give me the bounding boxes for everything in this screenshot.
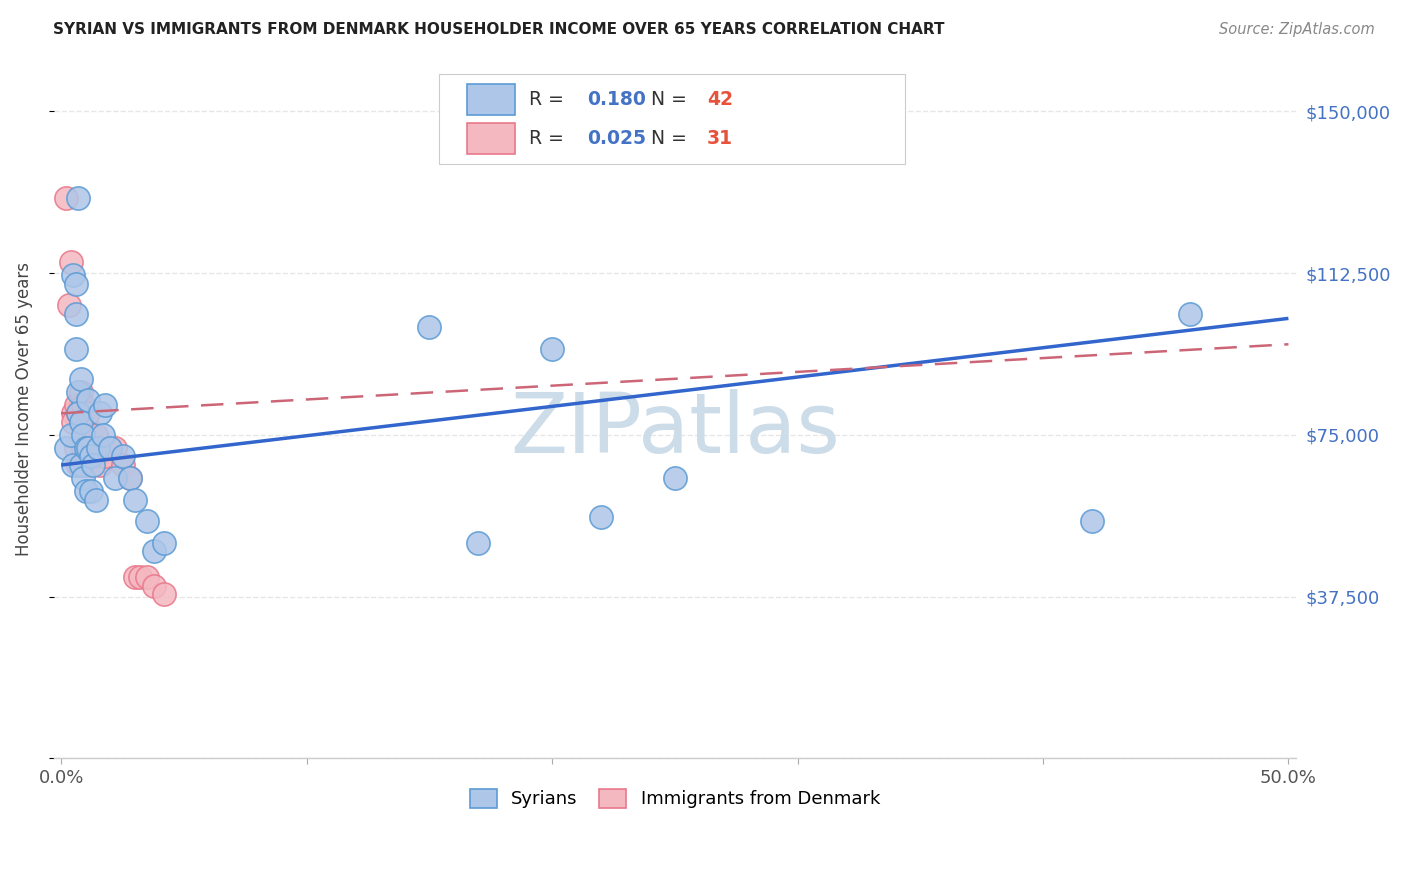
Point <box>62 415 84 429</box>
Point <box>65 277 87 291</box>
Text: R =: R = <box>530 128 564 148</box>
Point <box>69 415 91 429</box>
Point <box>75 415 97 429</box>
Point <box>69 384 91 399</box>
Point <box>153 535 176 549</box>
Point <box>84 427 107 442</box>
Point <box>1180 307 1202 321</box>
Point <box>79 450 101 464</box>
Point <box>98 441 121 455</box>
Text: 0.180: 0.180 <box>586 90 645 109</box>
Point <box>1081 514 1104 528</box>
Point <box>94 398 117 412</box>
Point <box>91 427 114 442</box>
Point <box>55 191 77 205</box>
Point <box>111 458 134 472</box>
Point <box>65 307 87 321</box>
Point <box>55 441 77 455</box>
Point <box>69 415 91 429</box>
Point <box>143 579 166 593</box>
Point <box>62 406 84 420</box>
Text: R =: R = <box>530 90 564 109</box>
Point <box>77 441 100 455</box>
Point <box>82 458 104 472</box>
Point <box>82 441 104 455</box>
Point <box>75 458 97 472</box>
Point <box>94 450 117 464</box>
FancyBboxPatch shape <box>439 73 904 164</box>
Point <box>67 384 90 399</box>
Text: ZIPatlas: ZIPatlas <box>510 390 839 470</box>
FancyBboxPatch shape <box>467 85 515 115</box>
Point <box>118 471 141 485</box>
Text: 31: 31 <box>707 128 733 148</box>
Point <box>124 492 146 507</box>
Point <box>104 441 127 455</box>
Point <box>467 535 489 549</box>
Point <box>136 514 159 528</box>
Point <box>72 471 94 485</box>
Point <box>111 450 134 464</box>
Point <box>75 441 97 455</box>
Point <box>62 458 84 472</box>
Point <box>69 372 91 386</box>
Text: N =: N = <box>651 90 688 109</box>
Point <box>62 268 84 283</box>
Point <box>65 441 87 455</box>
Point <box>418 320 440 334</box>
Text: N =: N = <box>651 128 688 148</box>
Point <box>67 406 90 420</box>
Point <box>69 458 91 472</box>
Text: 0.025: 0.025 <box>586 128 645 148</box>
Point <box>67 406 90 420</box>
Point <box>67 458 90 472</box>
Point <box>72 427 94 442</box>
Legend: Syrians, Immigrants from Denmark: Syrians, Immigrants from Denmark <box>463 781 887 815</box>
Text: 42: 42 <box>707 90 733 109</box>
Point <box>87 441 110 455</box>
Point <box>118 471 141 485</box>
Point <box>72 398 94 412</box>
Point <box>60 255 83 269</box>
Point <box>65 342 87 356</box>
Point <box>591 509 613 524</box>
Point <box>87 450 110 464</box>
Point <box>143 544 166 558</box>
Point <box>58 298 80 312</box>
Point <box>541 342 564 356</box>
Point <box>136 570 159 584</box>
Point <box>77 406 100 420</box>
Point <box>128 570 150 584</box>
Point <box>104 471 127 485</box>
Point <box>67 191 90 205</box>
Point <box>60 427 83 442</box>
Point <box>79 427 101 442</box>
Point <box>72 441 94 455</box>
Text: SYRIAN VS IMMIGRANTS FROM DENMARK HOUSEHOLDER INCOME OVER 65 YEARS CORRELATION C: SYRIAN VS IMMIGRANTS FROM DENMARK HOUSEH… <box>53 22 945 37</box>
Point <box>65 398 87 412</box>
Point <box>89 458 111 472</box>
Point <box>124 570 146 584</box>
Point <box>79 483 101 498</box>
Y-axis label: Householder Income Over 65 years: Householder Income Over 65 years <box>15 262 32 556</box>
Point <box>77 393 100 408</box>
Point <box>75 483 97 498</box>
Point <box>89 406 111 420</box>
FancyBboxPatch shape <box>467 123 515 153</box>
Point <box>664 471 686 485</box>
Point <box>84 492 107 507</box>
Point <box>153 587 176 601</box>
Point <box>98 441 121 455</box>
Text: Source: ZipAtlas.com: Source: ZipAtlas.com <box>1219 22 1375 37</box>
